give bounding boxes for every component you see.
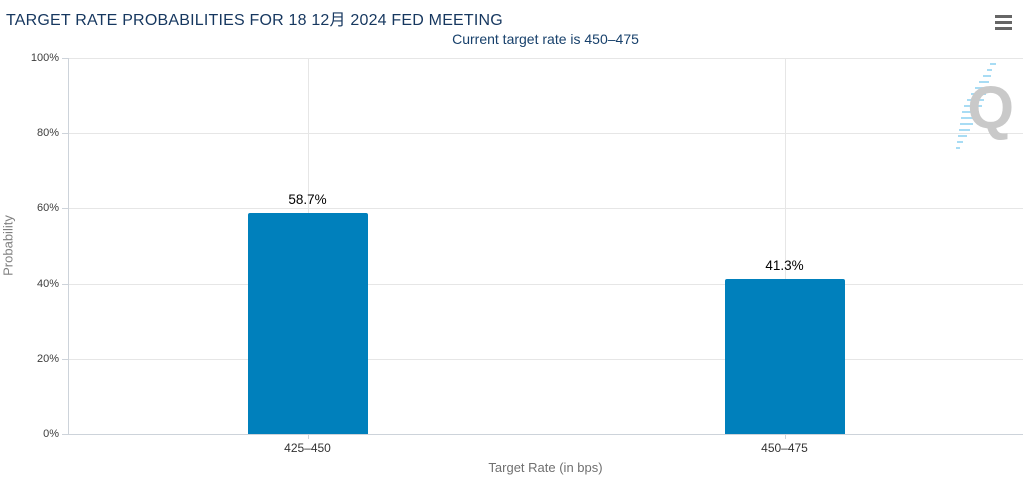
- chart-title: TARGET RATE PROBABILITIES FOR 18 12月 202…: [6, 12, 503, 29]
- bar-value-label: 58.7%: [288, 192, 327, 208]
- y-tick: [62, 208, 68, 210]
- gridline-40: [69, 283, 1023, 285]
- quikstrike-logo-icon: Q: [956, 63, 1014, 149]
- y-tick: [62, 434, 68, 435]
- y-tick-label: 20%: [36, 352, 59, 365]
- watermark-q-letter: Q: [967, 74, 1014, 141]
- y-tick: [62, 283, 68, 285]
- x-tick: [307, 434, 309, 439]
- x-category-label: 425–450: [284, 441, 331, 455]
- gridline-20: [69, 358, 1023, 360]
- gridline-80: [69, 133, 1023, 135]
- y-tick-label: 100%: [30, 52, 59, 64]
- y-tick: [62, 133, 68, 135]
- y-tick: [62, 358, 68, 360]
- gridline-100: [69, 58, 1023, 59]
- hamburger-bar: [994, 14, 1012, 18]
- x-axis-title: Target Rate (in bps): [488, 460, 603, 475]
- bar-value-label: 41.3%: [765, 257, 804, 273]
- hamburger-bar: [994, 20, 1012, 24]
- bar-450-475[interactable]: [724, 278, 845, 434]
- gridline-cat-2: [784, 58, 786, 434]
- y-tick: [62, 58, 68, 59]
- y-tick-label: 40%: [36, 277, 59, 290]
- gridline-60: [69, 208, 1023, 210]
- y-tick-label: 80%: [36, 127, 59, 140]
- chart-subtitle: Current target rate is 450–475: [452, 31, 639, 47]
- bar-425-450[interactable]: [247, 213, 368, 434]
- y-tick-label: 60%: [36, 202, 59, 215]
- x-tick: [784, 434, 786, 439]
- plot-area: 100% 80% 60% 40% 20% 0% 58.7% 41.3% 425–…: [31, 52, 1023, 455]
- x-category-label: 450–475: [761, 441, 808, 455]
- hamburger-bar: [994, 26, 1012, 30]
- hamburger-menu-icon[interactable]: [991, 12, 1015, 32]
- y-tick-label: 0%: [43, 428, 59, 440]
